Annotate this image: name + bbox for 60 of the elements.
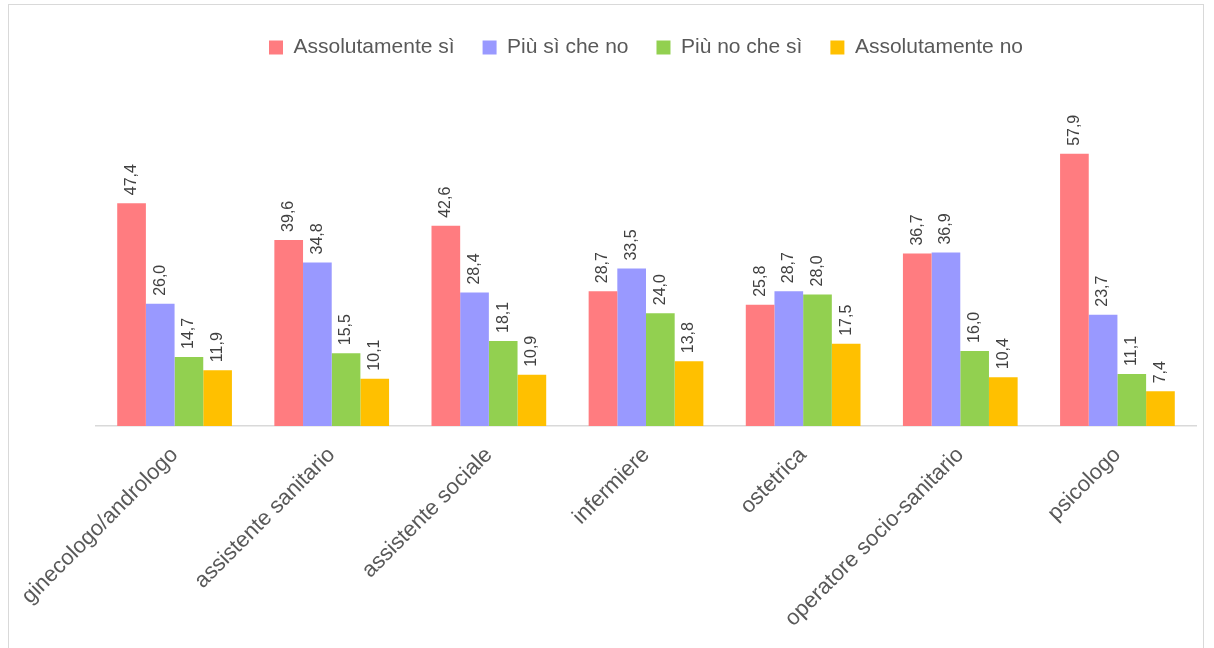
bar [617, 268, 646, 427]
legend-label: Più no che sì [680, 34, 803, 58]
data-label: 28,7 [779, 251, 797, 284]
bar [745, 304, 775, 427]
bar [803, 294, 832, 427]
bar [117, 203, 146, 427]
data-label: 13,8 [679, 321, 697, 354]
data-label: 39,6 [279, 200, 297, 232]
bar [960, 350, 989, 427]
data-label: 7,4 [1150, 360, 1168, 384]
bar [360, 378, 390, 427]
data-label: 34,8 [307, 223, 325, 255]
bar [431, 225, 461, 427]
bar [931, 252, 961, 427]
bar [145, 303, 175, 427]
bar [1117, 373, 1147, 427]
data-label: 16,0 [965, 311, 983, 343]
data-label: 15,5 [336, 314, 354, 346]
data-label: 28,7 [593, 251, 611, 284]
data-label: 28,0 [807, 255, 825, 287]
bar [174, 357, 204, 427]
bar [1146, 391, 1175, 427]
bar [774, 291, 804, 427]
data-label: 36,7 [907, 214, 925, 246]
bar [303, 262, 332, 427]
legend-label: Assolutamente sì [293, 34, 455, 58]
bar [588, 291, 618, 427]
legend-label: Assolutamente no [854, 34, 1023, 58]
bar [517, 374, 547, 427]
data-label: 10,9 [522, 335, 540, 367]
data-label: 14,7 [179, 317, 197, 349]
data-label: 11,1 [1122, 335, 1140, 366]
bar [902, 253, 932, 427]
data-label: 11,9 [208, 332, 225, 363]
data-label: 25,8 [750, 265, 768, 297]
data-label: 36,9 [936, 213, 954, 245]
bar [488, 341, 518, 427]
data-label: 24,0 [650, 274, 668, 306]
bar [331, 353, 361, 427]
data-label: 23,7 [1093, 275, 1111, 307]
bar [1060, 153, 1089, 427]
data-label: 10,4 [993, 337, 1011, 370]
data-label: 17,5 [836, 304, 854, 336]
data-label: 28,4 [464, 253, 482, 285]
bar [831, 343, 861, 427]
legend-label: Più sì che no [507, 34, 629, 58]
bar [1088, 314, 1118, 427]
data-label: 47,4 [121, 164, 139, 196]
bar [274, 239, 304, 427]
data-label: 26,0 [150, 264, 168, 296]
data-label: 33,5 [622, 229, 640, 261]
bar [646, 313, 675, 427]
data-label: 57,9 [1064, 114, 1082, 146]
bar [460, 292, 489, 427]
data-label: 18,1 [493, 301, 511, 334]
data-label: 10,1 [365, 339, 383, 371]
data-label: 42,6 [436, 186, 454, 218]
bar [674, 361, 704, 427]
bar [203, 370, 232, 427]
bar [988, 377, 1018, 427]
